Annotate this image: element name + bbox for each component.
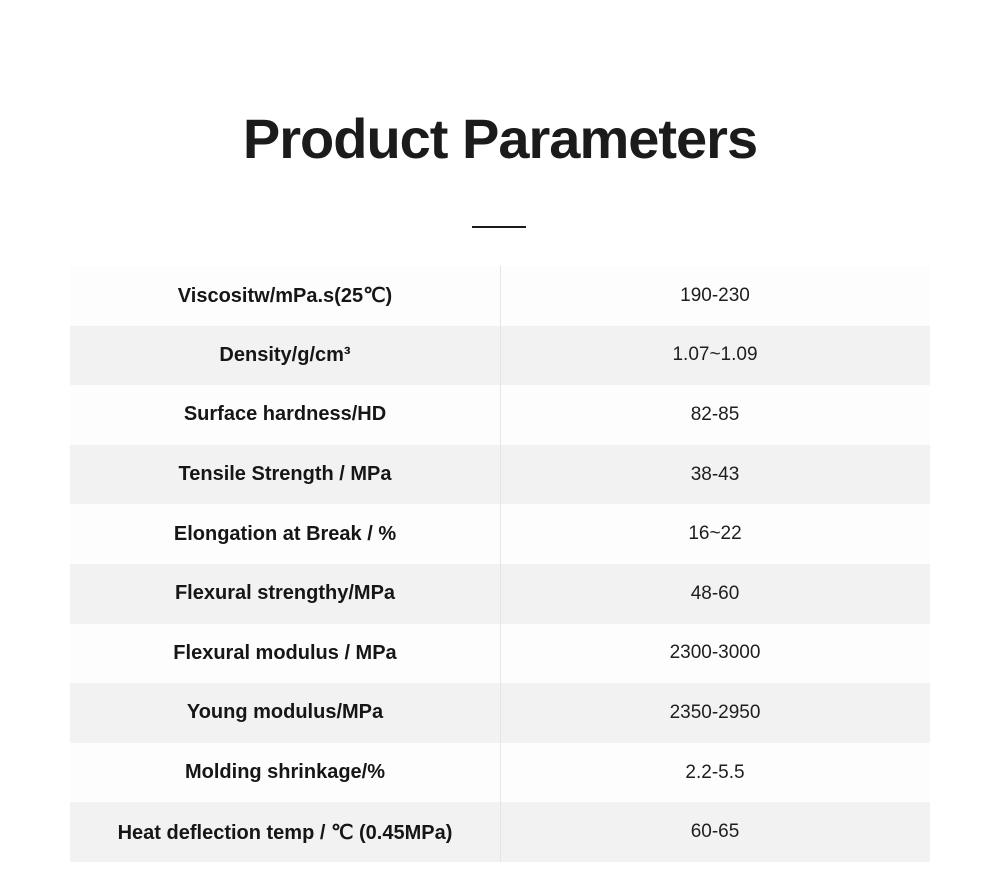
param-value-cell: 190-230 xyxy=(680,284,750,306)
param-label-cell: Molding shrinkage/% xyxy=(184,761,386,784)
param-value-cell: 38-43 xyxy=(690,463,740,485)
param-value-cell: 2300-3000 xyxy=(669,642,761,664)
param-value-cell: 48-60 xyxy=(690,582,740,604)
title-underline-decoration xyxy=(472,226,526,228)
column-divider xyxy=(500,266,501,862)
param-label-cell: Tensile Strength / MPa xyxy=(178,463,392,486)
param-label-cell: Heat deflection temp / ℃ (0.45MPa) xyxy=(117,821,453,844)
param-label-cell: Density/g/cm³ xyxy=(219,343,351,366)
param-value-cell: 2.2-5.5 xyxy=(685,761,745,783)
page-title: Product Parameters xyxy=(242,107,758,170)
param-label-cell: Surface hardness/HD xyxy=(183,403,387,426)
param-label-cell: Elongation at Break / % xyxy=(173,522,397,545)
param-value-cell: 16~22 xyxy=(688,523,742,545)
product-parameters-table: Viscositw/mPa.s(25℃) 190-230 Density/g/c… xyxy=(70,266,930,862)
param-label-cell: Flexural strengthy/MPa xyxy=(174,582,396,605)
param-label-cell: Young modulus/MPa xyxy=(186,701,384,724)
param-value-cell: 60-65 xyxy=(690,821,740,843)
param-value-cell: 1.07~1.09 xyxy=(672,344,758,366)
param-label-cell: Flexural modulus / MPa xyxy=(173,641,397,664)
param-value-cell: 2350-2950 xyxy=(669,701,761,723)
param-value-cell: 82-85 xyxy=(690,403,740,425)
param-label-cell: Viscositw/mPa.s(25℃) xyxy=(177,285,393,308)
